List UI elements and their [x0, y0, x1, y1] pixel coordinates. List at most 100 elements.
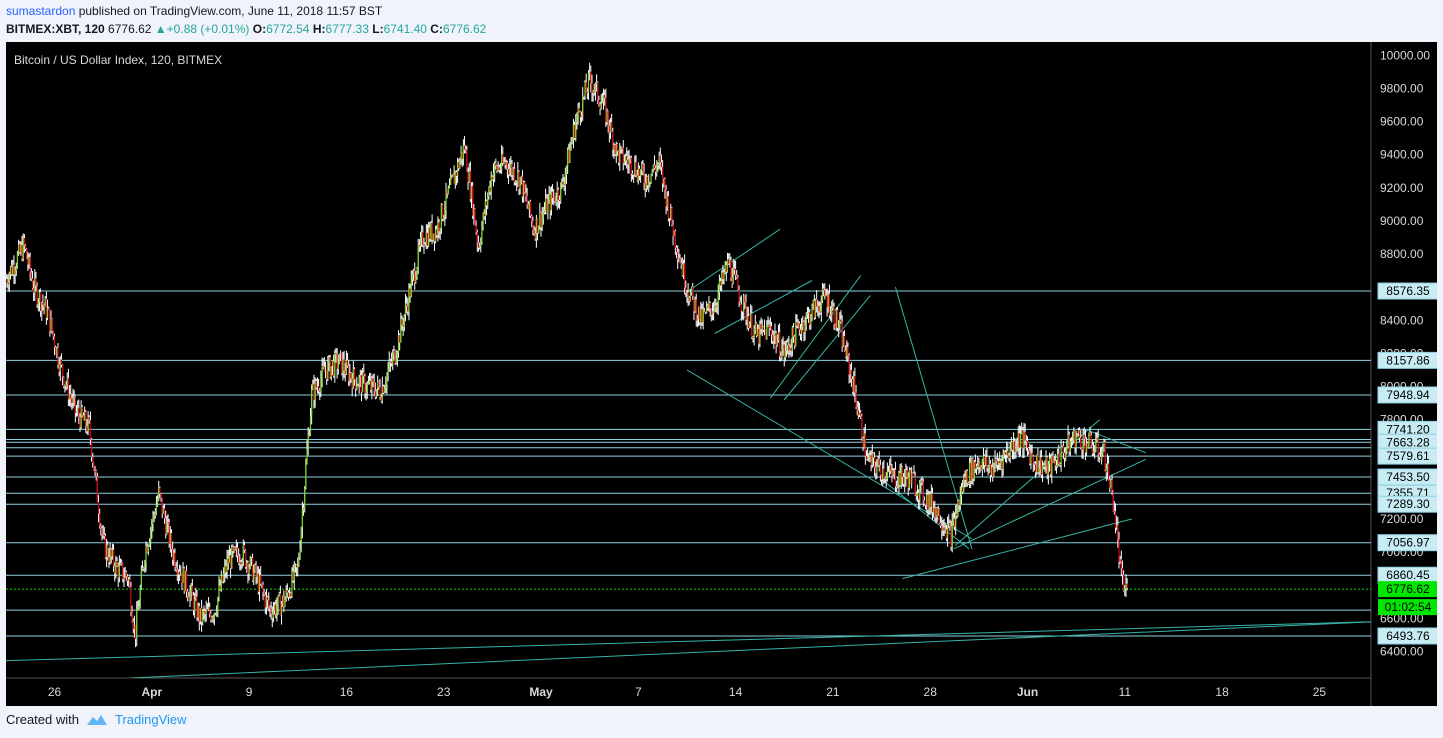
candle-body	[1004, 452, 1007, 455]
candle-body	[100, 525, 102, 529]
candle-body	[71, 398, 73, 403]
candle-body	[491, 176, 493, 180]
candle-body	[975, 465, 978, 469]
candle-body	[1067, 434, 1069, 447]
candle-body	[611, 122, 613, 132]
author-link[interactable]: sumastardon	[6, 4, 76, 18]
level-price-label: 7663.28	[1386, 435, 1430, 449]
candle-body	[173, 552, 175, 560]
candle-body	[248, 567, 250, 574]
candle-body	[152, 514, 154, 525]
candle-body	[959, 496, 961, 506]
candle-body	[909, 469, 912, 484]
candle-body	[824, 290, 826, 296]
candle-body	[950, 526, 952, 547]
candle-body	[1095, 440, 1097, 450]
candle-body	[1068, 434, 1070, 452]
candle-body	[126, 576, 129, 581]
candle-body	[524, 182, 526, 193]
price-chart[interactable]: Bitcoin / US Dollar Index, 120, BITMEX 64…	[6, 42, 1437, 706]
candle-body	[652, 164, 654, 172]
tradingview-link[interactable]: TradingView	[114, 712, 187, 727]
publish-info: sumastardon published on TradingView.com…	[6, 4, 382, 18]
candle-body	[421, 232, 423, 238]
candle-body	[973, 462, 975, 479]
candle-body	[1061, 445, 1063, 447]
candle-body	[902, 477, 905, 484]
candle-body	[321, 366, 323, 379]
candle-body	[1066, 446, 1068, 452]
candle-body	[845, 350, 847, 358]
candle-body	[504, 162, 506, 165]
candle-body	[184, 570, 186, 591]
x-tick-label: 14	[729, 685, 743, 699]
candle-body	[133, 625, 136, 630]
candle-body	[1022, 430, 1024, 449]
candle-body	[982, 455, 985, 463]
candle-body	[612, 131, 614, 150]
candle-body	[262, 584, 264, 592]
candle-body	[188, 596, 190, 601]
candle-body	[140, 571, 142, 589]
candle-body	[1106, 463, 1109, 473]
trend-line	[714, 280, 813, 334]
candle-body	[283, 596, 285, 607]
candle-body	[636, 175, 638, 181]
candle-body	[170, 533, 173, 550]
candle-body	[931, 493, 934, 513]
candle-body	[1006, 451, 1008, 455]
candle-body	[402, 324, 404, 327]
candle-body	[575, 121, 577, 138]
candle-body	[510, 163, 512, 169]
candle-body	[855, 392, 857, 408]
candle-body	[763, 329, 766, 331]
candle-body	[341, 352, 343, 374]
candle-body	[202, 610, 204, 622]
up-arrow-icon: ▲	[154, 22, 167, 36]
candle-body	[109, 549, 111, 563]
candle-body	[519, 177, 521, 190]
candle-body	[112, 549, 115, 567]
candle-body	[436, 229, 438, 236]
candle-body	[1019, 433, 1022, 448]
candle-body	[738, 289, 740, 302]
level-price-tag	[1377, 282, 1437, 300]
candle-body	[739, 301, 741, 305]
candle-body	[1041, 465, 1044, 475]
candle-body	[685, 287, 687, 294]
candle-body	[943, 527, 945, 531]
candle-body	[865, 455, 868, 460]
candle-body	[591, 83, 593, 93]
candle-body	[187, 591, 189, 597]
candle-body	[540, 212, 542, 228]
candle-body	[525, 192, 527, 196]
candle-body	[523, 182, 525, 197]
candle-body	[970, 462, 972, 481]
candle-body	[936, 508, 938, 516]
candle-body	[555, 201, 557, 203]
candle-body	[130, 586, 132, 612]
candle-body	[1040, 457, 1042, 475]
candle-body	[987, 465, 989, 469]
candle-body	[681, 264, 683, 276]
candle-body	[948, 523, 950, 525]
candle-body	[1104, 441, 1106, 470]
candle-body	[1000, 461, 1002, 464]
x-tick-label: 26	[48, 685, 62, 699]
y-tick-label: 8800.00	[1380, 247, 1424, 261]
candle-body	[923, 500, 926, 504]
candle-body	[241, 560, 243, 565]
candle-body	[1002, 453, 1004, 470]
candle-body	[536, 218, 539, 234]
candle-body	[862, 438, 864, 448]
candle-body	[637, 168, 639, 181]
candle-body	[37, 302, 39, 305]
candle-body	[407, 305, 409, 312]
candle-body	[1070, 440, 1073, 442]
candle-body	[1038, 468, 1040, 473]
candle-body	[221, 575, 224, 582]
candle-body	[715, 306, 717, 308]
candle-body	[886, 471, 888, 479]
candle-body	[51, 318, 53, 332]
candle-body	[226, 558, 228, 573]
